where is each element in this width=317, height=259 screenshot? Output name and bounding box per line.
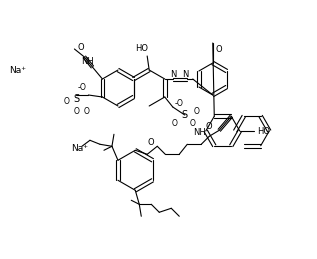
Text: NH: NH [193, 128, 206, 137]
Text: S: S [73, 94, 80, 104]
Text: O: O [77, 42, 84, 52]
Text: NH: NH [81, 56, 94, 66]
Text: HO: HO [135, 44, 148, 53]
Text: O: O [63, 97, 69, 105]
Text: O: O [148, 138, 155, 147]
Text: Na⁺: Na⁺ [10, 66, 27, 75]
Text: -O: -O [78, 83, 87, 91]
Text: O: O [194, 106, 200, 116]
Text: O: O [216, 45, 222, 54]
Text: O: O [83, 106, 89, 116]
Text: O: O [74, 106, 79, 116]
Text: Na⁺: Na⁺ [72, 143, 88, 153]
Text: HO: HO [257, 126, 270, 135]
Text: S: S [182, 110, 188, 120]
Text: -O: -O [174, 98, 183, 107]
Text: O: O [190, 119, 196, 127]
Text: O: O [172, 119, 178, 127]
Text: N: N [183, 69, 189, 78]
Text: N: N [171, 69, 177, 78]
Text: O: O [206, 122, 213, 131]
